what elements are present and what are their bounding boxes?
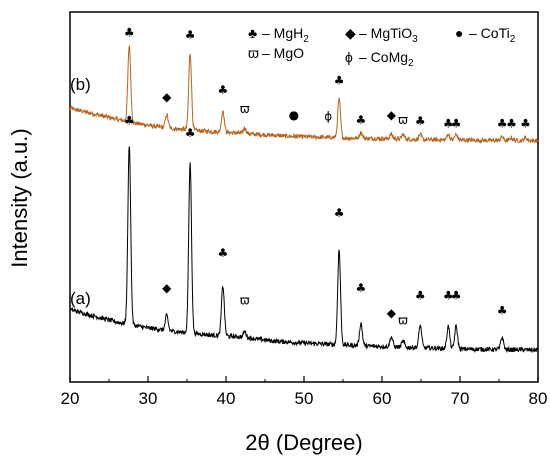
phase-marker: ϕ — [324, 109, 332, 123]
legend-label: – MgH2 — [262, 25, 309, 45]
phase-marker: ♣ — [497, 304, 508, 318]
x-ticks: 20 30 40 50 60 70 80 — [61, 376, 548, 408]
legend-symbol: ♣ — [248, 25, 257, 41]
x-tick-label: 80 — [529, 389, 548, 408]
phase-marker: ◆ — [162, 90, 172, 104]
phase-marker: ♣ — [506, 117, 517, 131]
phase-marker: ♣ — [356, 113, 367, 127]
phase-marker: ♣ — [520, 117, 531, 131]
x-tick-label: 50 — [295, 389, 314, 408]
x-tick-label: 40 — [217, 389, 236, 408]
legend-symbol: ◆ — [345, 25, 356, 41]
phase-marker: ♣ — [185, 28, 196, 42]
phase-marker: ϖ — [398, 314, 408, 328]
phase-marker: ϖ — [398, 113, 408, 127]
phase-marker: ♣ — [124, 25, 135, 39]
series-line-b — [69, 45, 539, 145]
legend-symbol: ϕ — [345, 49, 353, 65]
phase-marker: ♣ — [356, 281, 367, 295]
y-axis-title: Intensity (a.u.) — [7, 128, 32, 267]
phase-marker: ● — [289, 108, 299, 122]
phase-marker: ϖ — [240, 102, 250, 116]
x-tick-label: 60 — [373, 389, 392, 408]
phase-marker: ◆ — [387, 108, 397, 122]
series-label: (b) — [70, 75, 91, 94]
x-tick-label: 20 — [61, 389, 80, 408]
phase-marker: ♣ — [443, 289, 454, 303]
plot-frame — [69, 11, 539, 383]
phase-marker: ♣ — [124, 114, 135, 128]
phase-marker: ♣ — [185, 126, 196, 140]
phase-marker: ♣ — [334, 73, 345, 87]
legend-label: – CoMg2 — [359, 49, 414, 69]
legend: ♣ – MgH2 ◆ – MgTiO3 ● – CoTi2 ϖ – MgO ϕ – CoMg2 — [248, 25, 516, 69]
series-label: (a) — [70, 289, 91, 308]
series-line-a — [69, 146, 539, 354]
phase-marker: ϖ — [240, 294, 250, 308]
legend-label: – MgO — [262, 45, 304, 61]
legend-label: – MgTiO3 — [359, 25, 418, 45]
legend-symbol: ϖ — [248, 45, 259, 61]
phase-marker: ♣ — [217, 246, 228, 260]
phase-marker: ♣ — [334, 206, 345, 220]
phase-marker: ♣ — [451, 289, 462, 303]
phase-marker: ♣ — [415, 289, 426, 303]
x-tick-label: 30 — [139, 389, 158, 408]
phase-marker: ◆ — [162, 281, 172, 295]
series-layer: (b) (a) — [69, 45, 539, 354]
x-axis-title: 2θ (Degree) — [245, 430, 362, 455]
phase-marker: ◆ — [387, 306, 397, 320]
phase-marker: ♣ — [217, 83, 228, 97]
phase-marker: ♣ — [497, 117, 508, 131]
legend-label: – CoTi2 — [469, 25, 516, 45]
legend-symbol: ● — [455, 25, 463, 41]
x-tick-label: 70 — [451, 389, 470, 408]
phase-marker: ♣ — [415, 114, 426, 128]
marker-layer: ♣◆♣♣ϖ ● ϕ♣♣ ◆ ϖ ♣ ♣♣ ♣♣ ♣♣◆♣♣ϖ♣♣◆ϖ♣ ♣♣♣ — [124, 25, 531, 327]
phase-marker: ♣ — [443, 117, 454, 131]
phase-marker: ♣ — [451, 117, 462, 131]
